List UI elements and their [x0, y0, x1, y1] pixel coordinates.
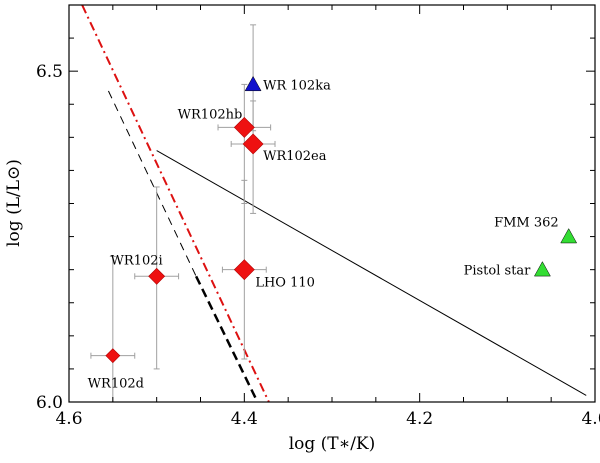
label-wr102d: WR102d: [88, 377, 144, 392]
point-pistol-star: [533, 261, 551, 277]
x-axis-title: log (T∗/K): [289, 434, 376, 454]
label-lho-110: LHO 110: [255, 276, 315, 291]
black-dashed-thick-line: [194, 275, 259, 402]
label-fmm-362: FMM 362: [494, 216, 559, 231]
label-wr-102ka: WR 102ka: [263, 78, 331, 93]
x-tick-label: 4.2: [406, 409, 433, 429]
black-dashed-thin-line: [107, 90, 197, 277]
y-axis-title: log (L/L⊙): [4, 159, 24, 247]
point-fmm-362: [560, 228, 578, 244]
label-pistol-star: Pistol star: [464, 264, 532, 279]
red-dash-dot-line: [81, 5, 270, 402]
x-tick-label: 4.4: [231, 409, 258, 429]
label-wr102i: WR102i: [111, 253, 163, 268]
label-wr102hb: WR102hb: [178, 107, 243, 122]
point-wr102d: [105, 348, 121, 364]
point-wr-102ka: [244, 75, 262, 92]
black-solid-line: [156, 150, 587, 396]
x-tick-label: 4.0: [581, 409, 600, 429]
y-tick-label: 6.5: [36, 62, 63, 82]
label-wr102ea: WR102ea: [263, 149, 327, 164]
point-wr102ea: [242, 133, 264, 155]
point-wr102i: [148, 267, 166, 285]
point-lho-110: [233, 259, 255, 281]
x-tick-label: 4.6: [55, 409, 82, 429]
y-tick-label: 6.0: [36, 393, 63, 413]
plot-frame: [68, 4, 596, 403]
point-wr102hb: [233, 116, 255, 138]
yerror-bar-wr102ea: [250, 100, 257, 214]
